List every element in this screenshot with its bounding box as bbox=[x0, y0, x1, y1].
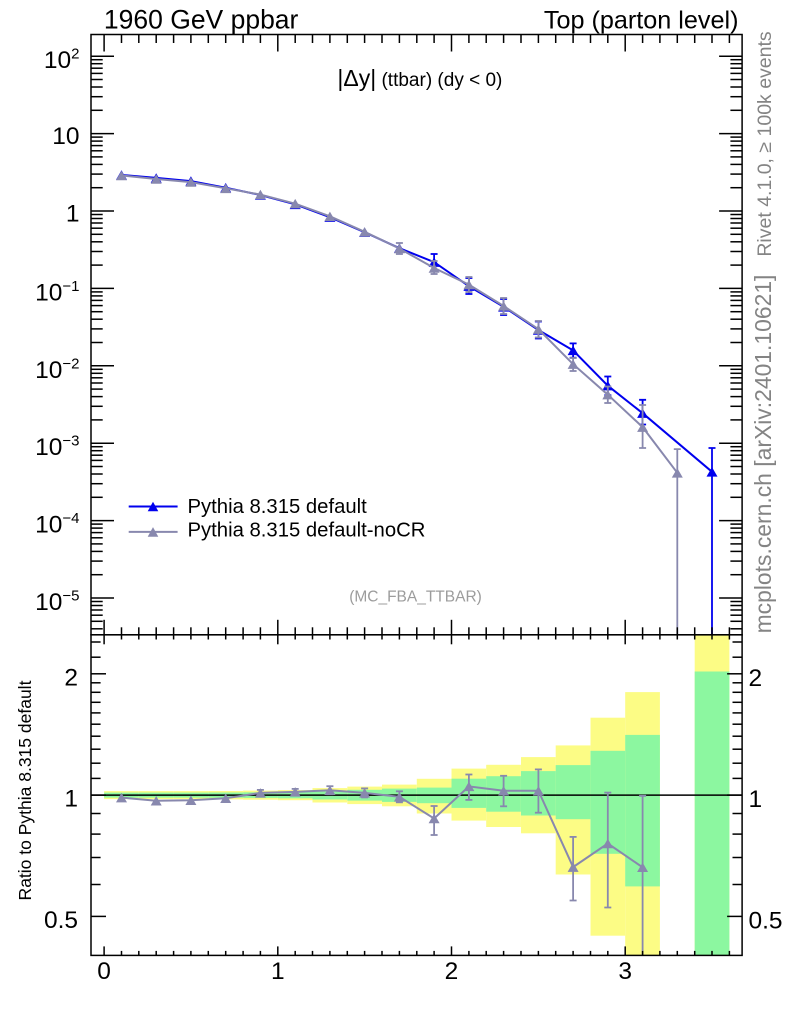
svg-text:1: 1 bbox=[64, 786, 78, 813]
svg-text:(MC_FBA_TTBAR): (MC_FBA_TTBAR) bbox=[349, 588, 482, 605]
svg-text:1: 1 bbox=[749, 786, 763, 813]
svg-text:Ratio to Pythia 8.315 default: Ratio to Pythia 8.315 default bbox=[15, 680, 35, 900]
svg-text:Top (parton level): Top (parton level) bbox=[544, 6, 739, 34]
svg-text:10−5: 10−5 bbox=[35, 588, 79, 617]
svg-text:mcplots.cern.ch [arXiv:2401.10: mcplots.cern.ch [arXiv:2401.10621] bbox=[750, 275, 776, 634]
svg-text:10: 10 bbox=[52, 123, 79, 150]
svg-text:3: 3 bbox=[618, 958, 632, 985]
svg-text:Rivet 4.1.0, ≥ 100k events: Rivet 4.1.0, ≥ 100k events bbox=[754, 31, 776, 257]
svg-text:1: 1 bbox=[66, 201, 80, 228]
svg-text:2: 2 bbox=[64, 664, 78, 691]
svg-text:1: 1 bbox=[271, 958, 285, 985]
svg-text:0: 0 bbox=[97, 958, 111, 985]
svg-text:Pythia 8.315 default-noCR: Pythia 8.315 default-noCR bbox=[188, 520, 426, 542]
svg-text:Pythia 8.315 default: Pythia 8.315 default bbox=[188, 496, 368, 518]
svg-text:2: 2 bbox=[445, 958, 459, 985]
svg-text:0.5: 0.5 bbox=[749, 907, 783, 934]
svg-text:10−3: 10−3 bbox=[35, 433, 79, 462]
svg-text:0.5: 0.5 bbox=[44, 907, 78, 934]
svg-text:1960 GeV ppbar: 1960 GeV ppbar bbox=[104, 4, 299, 34]
svg-text:2: 2 bbox=[749, 665, 763, 692]
svg-text:|Δy| (ttbar) (dy < 0): |Δy| (ttbar) (dy < 0) bbox=[337, 65, 502, 91]
